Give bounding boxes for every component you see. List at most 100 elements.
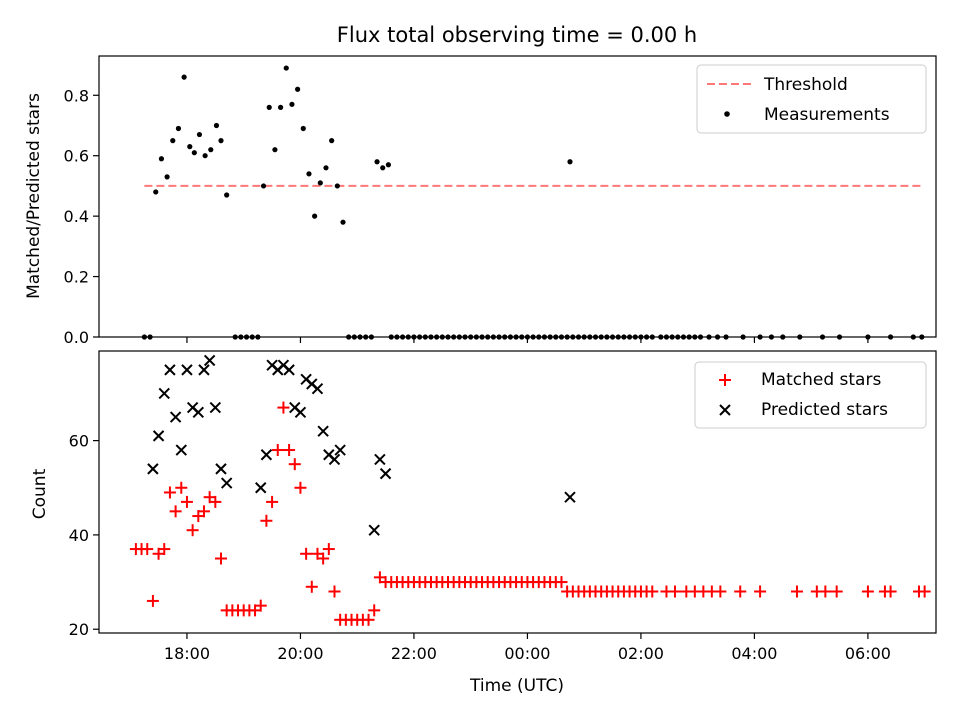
- legend-predicted-label: Predicted stars: [761, 400, 888, 420]
- measurement-point: [910, 334, 916, 340]
- measurement-point: [181, 74, 187, 80]
- bottom-xtick-label: 22:00: [391, 644, 437, 663]
- measurement-point: [368, 334, 374, 340]
- matched-point: [368, 604, 381, 617]
- matched-point: [830, 585, 843, 598]
- measurement-point: [266, 104, 272, 110]
- bottom-xtick-label: 04:00: [731, 644, 777, 663]
- bottom-xtick-label: 18:00: [164, 644, 210, 663]
- bottom-data: [129, 354, 931, 626]
- predicted-point: [203, 354, 216, 367]
- measurement-point: [609, 334, 616, 340]
- measurement-point: [649, 334, 655, 340]
- predicted-point: [181, 364, 193, 376]
- matched-point: [209, 495, 222, 508]
- measurement-point: [865, 334, 871, 340]
- measurement-point: [723, 334, 729, 340]
- matched-point: [555, 576, 568, 589]
- measurement-point: [158, 156, 165, 162]
- measurement-point: [706, 334, 712, 340]
- top-data: [141, 65, 925, 340]
- matched-point: [277, 401, 290, 414]
- measurement-point: [272, 147, 278, 153]
- measurement-point: [663, 334, 670, 340]
- measurement-point: [468, 334, 474, 340]
- bottom-xticks: 18:00 20:00 22:00 00:00 02:00 04:00 06:00: [164, 633, 891, 663]
- bottom-xtick-label: 00:00: [504, 644, 550, 663]
- measurement-point: [411, 334, 417, 340]
- measurement-point: [434, 334, 440, 340]
- measurement-point: [757, 334, 763, 340]
- measurement-point: [567, 159, 573, 165]
- bottom-xtick-label: 02:00: [618, 644, 664, 663]
- measurement-point: [260, 183, 267, 189]
- matched-point: [266, 495, 279, 508]
- matched-point: [322, 543, 335, 556]
- matched-point: [362, 613, 375, 626]
- measurement-point: [213, 122, 220, 129]
- predicted-point: [147, 463, 159, 475]
- measurement-point: [363, 334, 369, 340]
- measurement-point: [351, 334, 357, 340]
- measurement-point: [300, 125, 306, 132]
- measurement-point: [680, 334, 687, 340]
- legend-matched-swatch: [719, 374, 731, 386]
- measurement-point: [485, 334, 491, 340]
- matched-point: [714, 585, 727, 598]
- matched-point: [819, 585, 832, 598]
- measurement-point: [385, 162, 392, 168]
- measurement-point: [317, 180, 323, 186]
- measurement-point: [277, 104, 284, 110]
- measurement-point: [669, 334, 675, 340]
- bottom-legend: Matched stars Predicted stars: [694, 361, 927, 429]
- matched-point: [175, 481, 188, 494]
- measurement-point: [686, 334, 692, 340]
- measurement-point: [394, 334, 400, 340]
- predicted-point: [175, 444, 187, 456]
- matched-point: [300, 547, 313, 560]
- measurement-point: [615, 334, 621, 340]
- predicted-point: [255, 482, 267, 494]
- measurement-point: [218, 138, 224, 144]
- measurement-point: [632, 334, 638, 340]
- predicted-point: [328, 453, 341, 466]
- measurement-point: [141, 334, 147, 340]
- matched-point: [861, 585, 874, 598]
- predicted-point: [311, 383, 324, 395]
- bottom-xlabel: Time (UTC): [469, 676, 564, 696]
- matched-point: [254, 599, 267, 612]
- measurement-point: [836, 334, 843, 340]
- measurement-point: [445, 334, 451, 340]
- matched-point: [141, 543, 154, 556]
- predicted-point: [283, 364, 295, 376]
- measurement-point: [581, 334, 587, 340]
- measurement-point: [888, 334, 894, 340]
- measurement-point: [417, 334, 423, 340]
- matched-point: [215, 552, 228, 565]
- measurement-point: [740, 334, 746, 340]
- bottom-axes-frame: [98, 350, 937, 634]
- measurement-point: [675, 334, 681, 340]
- matched-point: [260, 514, 273, 527]
- measurement-point: [643, 334, 650, 340]
- measurement-point: [919, 334, 925, 340]
- predicted-point: [152, 430, 165, 442]
- measurement-point: [202, 153, 208, 159]
- measurement-point: [592, 334, 599, 340]
- bottom-xtick-label: 06:00: [845, 644, 891, 663]
- measurement-point: [357, 334, 363, 340]
- measurement-point: [249, 334, 255, 340]
- measurement-point: [153, 189, 159, 195]
- predicted-point: [215, 463, 227, 475]
- matched-point: [317, 552, 330, 565]
- bottom-xtick-label: 20:00: [277, 644, 323, 663]
- measurement-point: [374, 159, 380, 165]
- matched-point: [169, 505, 182, 518]
- measurement-point: [224, 192, 230, 198]
- measurement-point: [462, 334, 468, 340]
- matched-point: [646, 585, 659, 598]
- legend-measurements-swatch: [724, 111, 730, 117]
- matched-point: [884, 585, 897, 598]
- predicted-point: [209, 401, 222, 414]
